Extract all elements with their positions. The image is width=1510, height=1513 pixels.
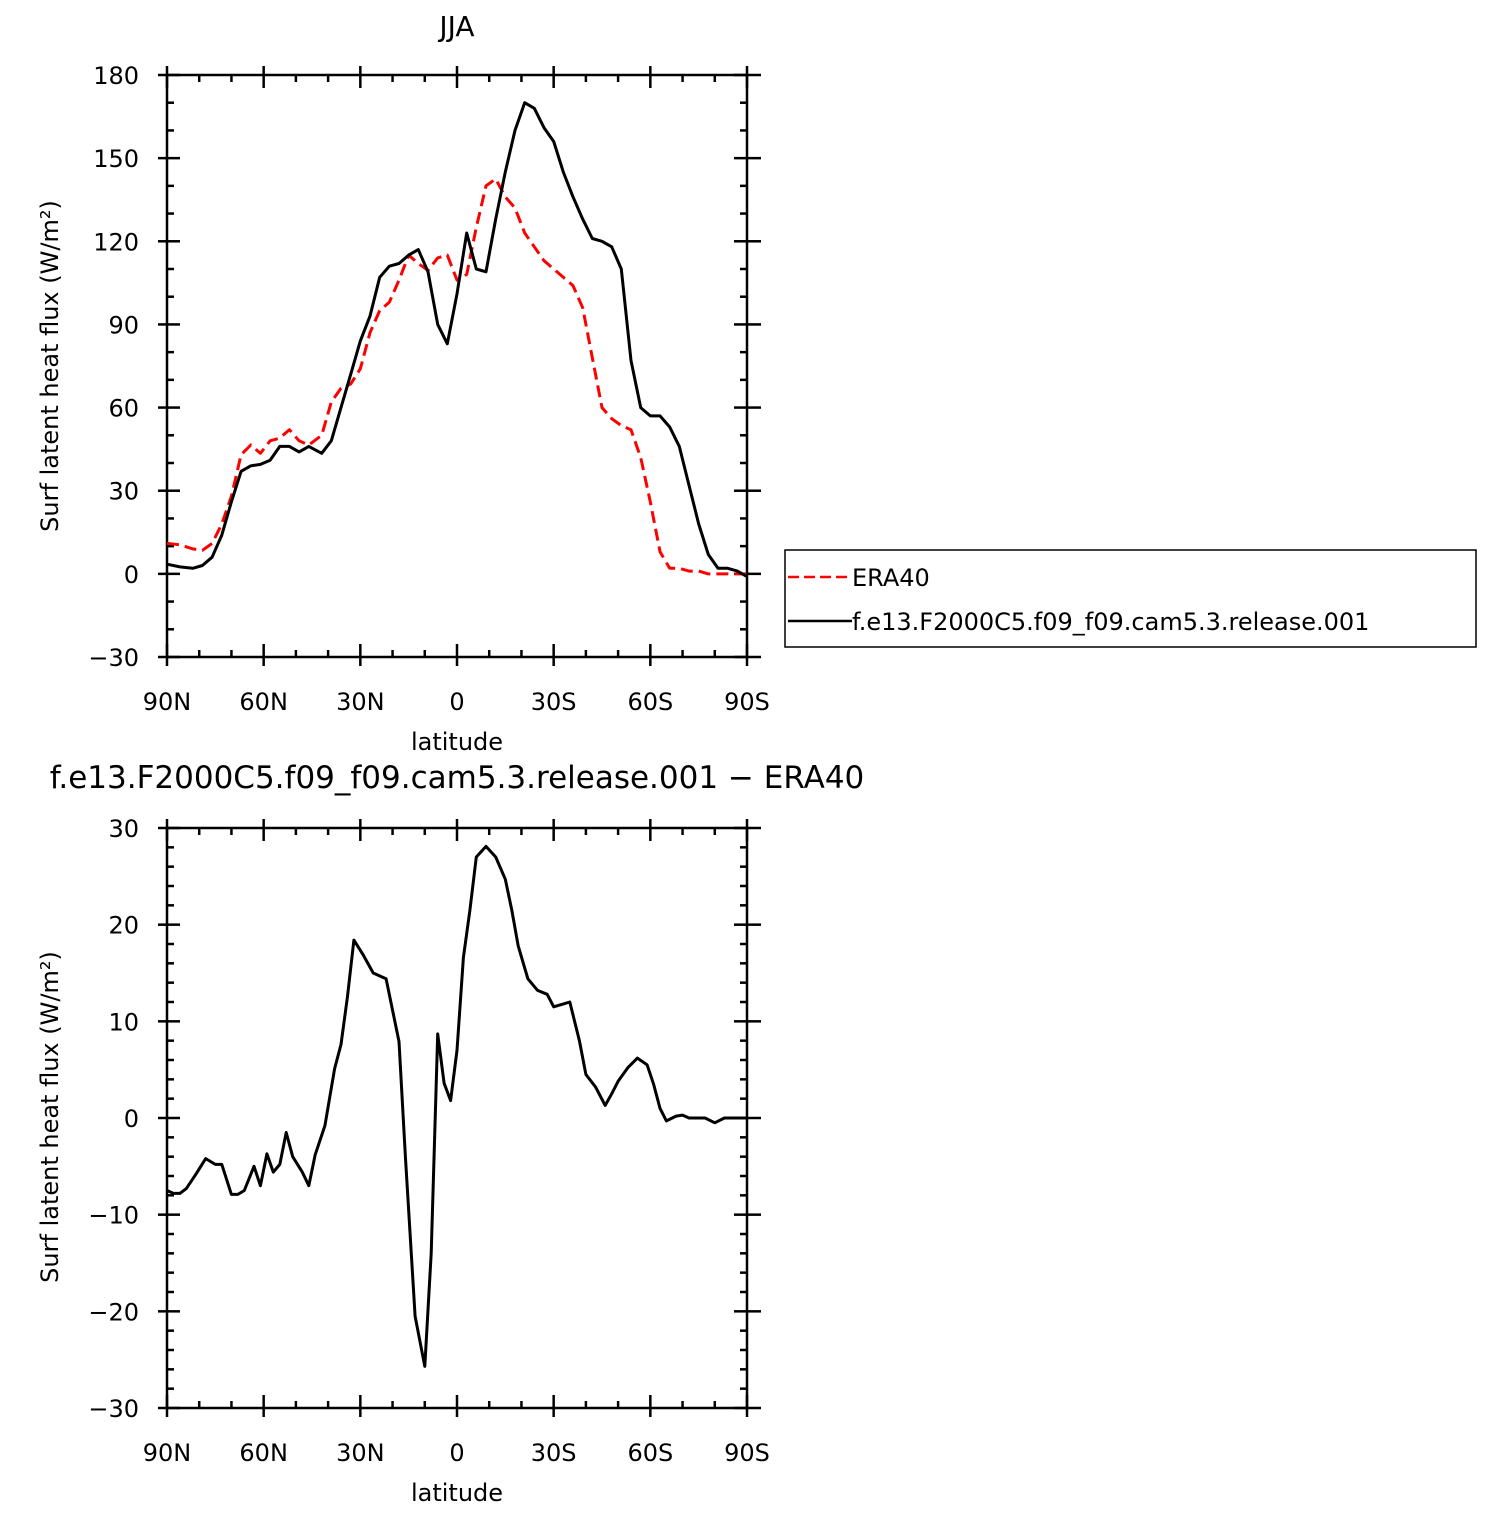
top-series-line-model xyxy=(166,101,748,578)
top-chart-plot-area: 90N 60N 30N 0 30S 60S 90S −30 0 30 60 90 120 150 180 xyxy=(88,62,770,716)
bottom-x-tick-label: 60S xyxy=(627,1439,673,1467)
top-x-tick-label: 60N xyxy=(239,688,288,716)
bottom-chart-title: f.e13.F2000C5.f09_f09.cam5.3.release.001… xyxy=(50,760,865,796)
bottom-x-tick-label: 90N xyxy=(143,1439,192,1467)
bottom-x-tick-label: 30N xyxy=(336,1439,385,1467)
top-y-tick-label: −30 xyxy=(88,644,139,672)
bottom-x-ticks xyxy=(165,819,749,1417)
top-y-tick-label: 120 xyxy=(93,228,139,256)
legend-label-model: f.e13.F2000C5.f09_f09.cam5.3.release.001 xyxy=(852,608,1369,636)
bottom-x-tick-label: 0 xyxy=(449,1439,464,1467)
bottom-chart-y-axis-label: Surf latent heat flux (W/m²) xyxy=(36,951,64,1283)
legend: ERA40 f.e13.F2000C5.f09_f09.cam5.3.relea… xyxy=(784,549,1477,648)
bottom-y-tick-label: 10 xyxy=(108,1008,139,1036)
top-y-tick-label: 30 xyxy=(108,478,139,506)
top-chart-title: JJA xyxy=(437,10,474,43)
top-y-tick-label: 180 xyxy=(93,62,139,90)
bottom-plot-frame xyxy=(165,826,749,1410)
top-y-tick-label: 60 xyxy=(108,395,139,423)
bottom-y-tick-label: 20 xyxy=(108,912,139,940)
top-chart-y-axis-label: Surf latent heat flux (W/m²) xyxy=(36,200,64,532)
top-y-ticks xyxy=(158,73,761,659)
bottom-series-line-model xyxy=(166,844,747,1368)
top-x-tick-label: 0 xyxy=(449,688,464,716)
top-y-tick-label: 90 xyxy=(108,311,139,339)
top-x-tick-label: 30N xyxy=(336,688,385,716)
bottom-y-tick-label: −10 xyxy=(88,1202,139,1230)
top-x-tick-label: 60S xyxy=(627,688,673,716)
bottom-y-tick-label: −30 xyxy=(88,1395,139,1423)
top-x-ticks xyxy=(165,66,749,666)
top-x-tick-label: 90N xyxy=(143,688,192,716)
legend-box xyxy=(784,549,1477,648)
bottom-x-tick-label: 90S xyxy=(724,1439,770,1467)
top-chart-x-axis-label: latitude xyxy=(411,728,503,756)
legend-label-era40: ERA40 xyxy=(852,564,930,592)
top-x-tick-label: 90S xyxy=(724,688,770,716)
bottom-x-tick-label: 30S xyxy=(531,1439,577,1467)
top-y-tick-label: 150 xyxy=(93,145,139,173)
bottom-y-tick-label: 0 xyxy=(124,1105,139,1133)
bottom-y-tick-label: 30 xyxy=(108,815,139,843)
top-series-line-era40 xyxy=(166,177,747,576)
bottom-chart-plot-area: 90N 60N 30N 0 30S 60S 90S −30 −20 −10 0 10 20 30 xyxy=(88,815,770,1467)
top-y-tick-label: 0 xyxy=(124,561,139,589)
top-chart: JJA 90N 60N 30N 0 30S 60S 90S −30 0 30 60 90 120 150 1… xyxy=(36,10,770,756)
bottom-chart-x-axis-label: latitude xyxy=(411,1479,503,1507)
bottom-y-ticks xyxy=(158,826,761,1410)
bottom-y-tick-label: −20 xyxy=(88,1298,139,1326)
top-plot-frame xyxy=(165,73,749,659)
bottom-x-tick-label: 60N xyxy=(239,1439,288,1467)
top-x-tick-label: 30S xyxy=(531,688,577,716)
bottom-chart: f.e13.F2000C5.f09_f09.cam5.3.release.001… xyxy=(36,760,864,1507)
